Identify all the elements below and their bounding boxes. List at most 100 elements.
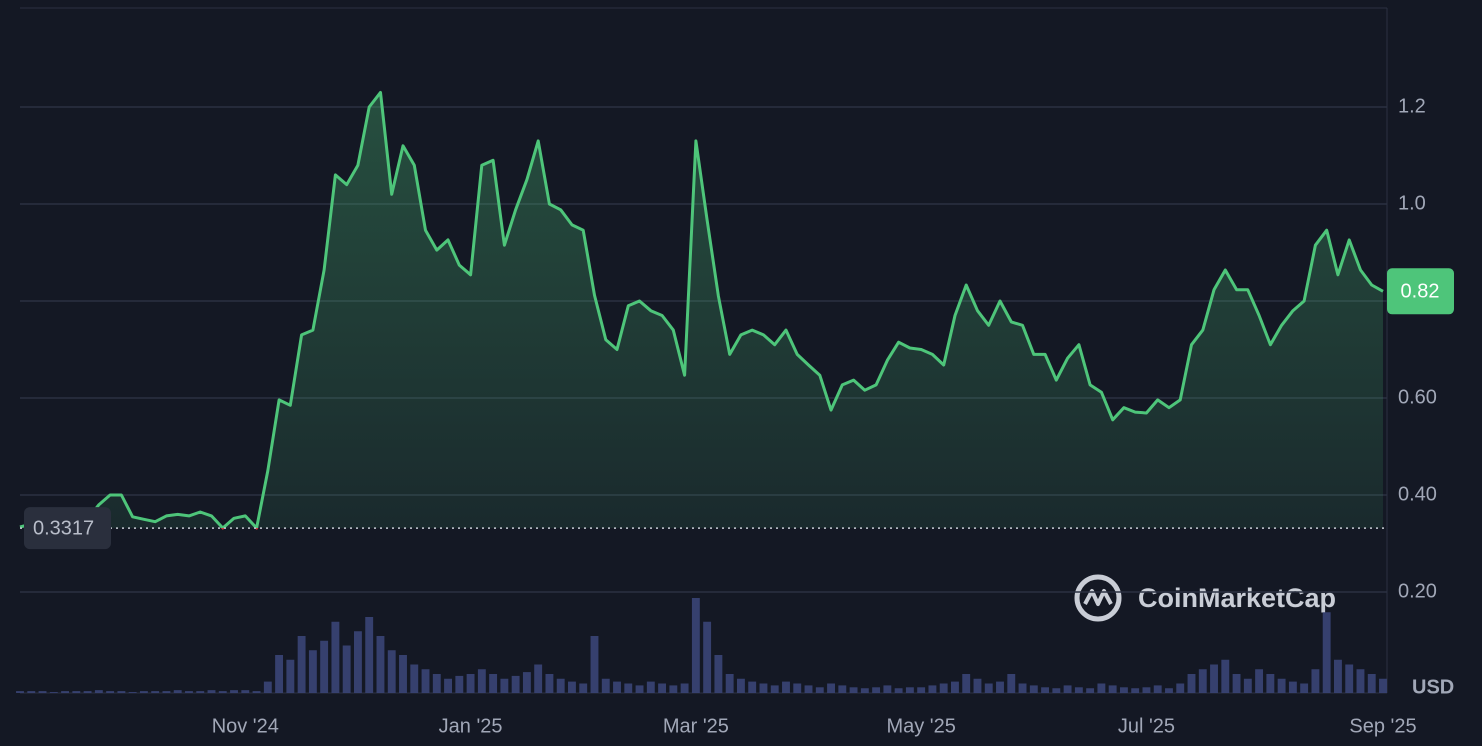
volume-bar xyxy=(27,691,36,693)
volume-bar xyxy=(1311,669,1320,693)
x-tick-label: May '25 xyxy=(886,715,955,737)
volume-bar xyxy=(1153,685,1162,693)
volume-bar xyxy=(748,681,757,693)
current-price-box xyxy=(1387,268,1454,315)
y-tick-label: 1.2 xyxy=(1398,95,1426,117)
y-tick-label: 0.20 xyxy=(1398,580,1437,602)
volume-bar xyxy=(1255,669,1264,693)
volume-bar xyxy=(320,640,329,693)
volume-bar xyxy=(669,685,678,693)
x-tick-label: Nov '24 xyxy=(212,715,279,737)
volume-bar xyxy=(635,685,644,693)
volume-bar xyxy=(849,687,858,693)
volume-bar xyxy=(568,681,576,693)
volume-bar xyxy=(894,688,903,693)
y-tick-label: 0.40 xyxy=(1398,483,1437,505)
volume-bar xyxy=(827,683,835,693)
volume-bar xyxy=(872,687,881,693)
volume-bar xyxy=(1108,685,1117,693)
volume-bar xyxy=(1356,669,1365,693)
volume-bar xyxy=(38,691,47,693)
volume-bar xyxy=(1232,674,1241,693)
volume-bar xyxy=(996,681,1004,693)
volume-bar xyxy=(106,691,115,693)
volume-bar xyxy=(1367,674,1376,693)
volume-bar xyxy=(331,621,340,693)
volume-bar xyxy=(241,690,250,693)
volume-bar xyxy=(275,655,284,693)
volume-bar xyxy=(1086,688,1095,693)
volume-bar xyxy=(522,672,531,693)
volume-bar xyxy=(511,675,520,693)
volume-bar xyxy=(556,678,565,693)
volume-bar xyxy=(83,691,92,693)
volume-bar xyxy=(680,683,689,693)
volume-bar xyxy=(1063,685,1072,693)
volume-bar xyxy=(410,664,419,693)
volume-bar xyxy=(1277,678,1286,693)
volume-bar xyxy=(376,636,385,693)
volume-bar xyxy=(365,617,374,693)
price-area xyxy=(20,92,1383,529)
volume-bar xyxy=(770,685,779,693)
volume-bar xyxy=(601,678,610,693)
volume-bar xyxy=(759,683,768,693)
volume-bar xyxy=(962,674,971,693)
currency-label: USD xyxy=(1412,676,1454,698)
volume-bar xyxy=(466,674,475,693)
volume-bar xyxy=(1322,612,1331,693)
volume-bar xyxy=(579,683,588,693)
volume-bar xyxy=(1165,688,1173,693)
volume-bar xyxy=(736,678,745,693)
volume-bar xyxy=(939,683,948,693)
volume-bar xyxy=(590,636,599,693)
volume-bar xyxy=(94,690,103,693)
volume-bar xyxy=(534,664,543,693)
volume-bar xyxy=(1266,674,1275,693)
reference-label: 0.3317 xyxy=(33,517,94,539)
volume-bar xyxy=(399,655,407,693)
y-tick-label: 0.60 xyxy=(1398,386,1437,408)
volume-bar xyxy=(342,645,351,693)
volume-bar xyxy=(1052,688,1061,693)
volume-bar xyxy=(162,691,171,693)
volume-bar xyxy=(139,691,148,693)
volume-bar xyxy=(387,650,396,693)
watermark-logo xyxy=(1074,574,1122,622)
volume-bar xyxy=(860,688,869,693)
volume-bar xyxy=(1131,688,1140,693)
volume-bar xyxy=(117,691,126,693)
y-tick-label: 1.0 xyxy=(1398,192,1426,214)
volume-bar xyxy=(691,598,700,693)
volume-bar xyxy=(1288,681,1297,693)
current-price-label: 0.82 xyxy=(1401,281,1440,303)
volume-bar xyxy=(1018,683,1027,693)
volume-bar xyxy=(1333,659,1342,693)
volume-bar xyxy=(263,681,272,693)
volume-bar xyxy=(308,650,317,693)
volume-bar xyxy=(782,681,790,693)
volume-bar xyxy=(500,678,509,693)
volume-bar xyxy=(49,692,58,693)
volume-bar xyxy=(207,690,216,693)
volume-bar xyxy=(455,675,464,693)
x-tick-label: Jul '25 xyxy=(1118,715,1175,737)
price-line xyxy=(19,90,1384,529)
volume-bar xyxy=(624,683,633,693)
volume-bar xyxy=(984,683,993,693)
volume-bar xyxy=(804,685,813,693)
volume-bar xyxy=(1119,687,1128,693)
volume-bar xyxy=(218,691,227,693)
volume-bar xyxy=(489,674,498,693)
volume-bar xyxy=(1007,674,1016,693)
volume-bar xyxy=(173,690,182,693)
volume-bar xyxy=(1345,664,1354,693)
volume-bar xyxy=(1300,683,1309,693)
x-tick-label: Sep '25 xyxy=(1349,715,1416,737)
volume-bar xyxy=(1379,678,1387,693)
volume-bar xyxy=(1041,687,1050,693)
volume-bar xyxy=(905,687,914,693)
volume-bar xyxy=(793,683,802,693)
